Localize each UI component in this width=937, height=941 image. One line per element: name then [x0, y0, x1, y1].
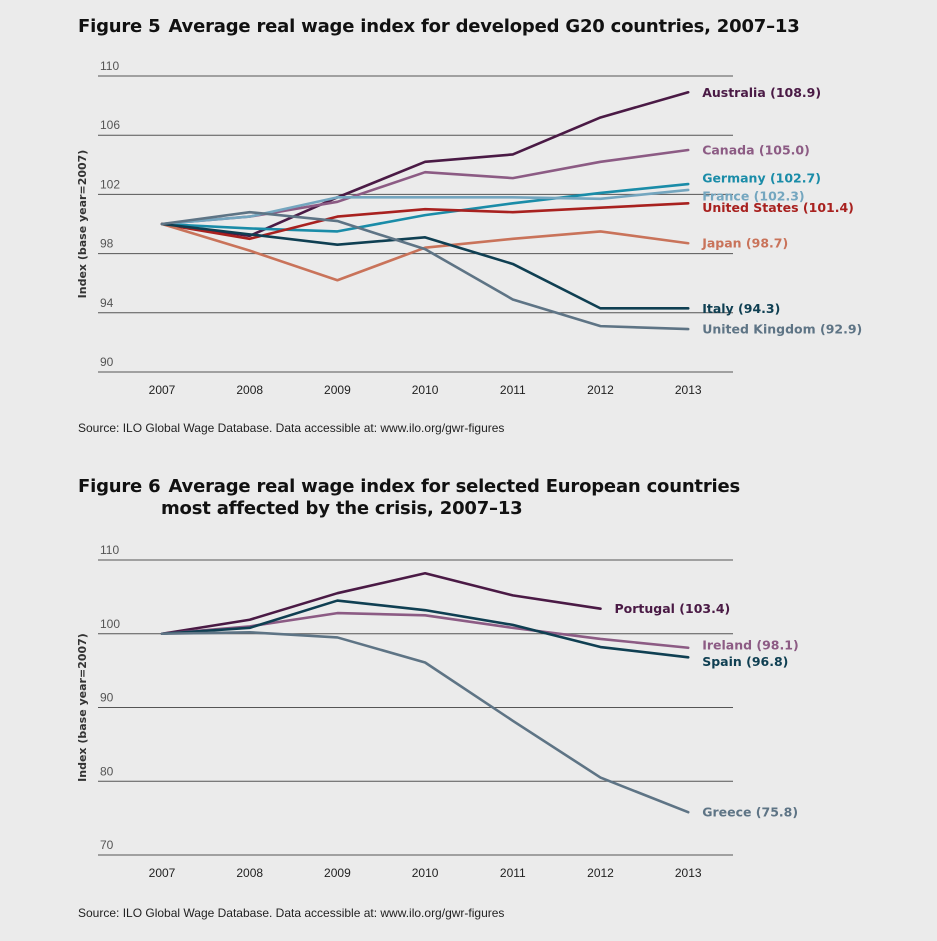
fig5-x-tick-2008: 2008 — [236, 383, 263, 397]
figure-5-chart: 90 94 98 102 106 110 Index (base year=2007) 200… — [76, 59, 862, 397]
fig6-x-tick-2013: 2013 — [675, 866, 702, 880]
fig5-x-tick-2009: 2009 — [324, 383, 351, 397]
fig6-x-tick-2007: 2007 — [149, 866, 176, 880]
fig5-series-label-france: France (102.3) — [702, 188, 804, 203]
fig5-series-label-germany: Germany (102.7) — [702, 171, 821, 186]
fig6-y-tick-110: 110 — [100, 543, 119, 557]
fig5-x-tick-2007: 2007 — [149, 383, 176, 397]
fig5-series-label-australia: Australia (108.9) — [702, 85, 821, 100]
fig5-y-axis-label: Index (base year=2007) — [76, 150, 89, 299]
fig5-y-tick-102: 102 — [100, 177, 120, 191]
figure-6-source: Source: ILO Global Wage Database. Data a… — [78, 906, 505, 920]
figure-6-number: Figure 6 — [78, 476, 161, 497]
fig5-y-tick-94: 94 — [100, 296, 114, 310]
fig5-series-line-italy — [160, 222, 690, 310]
fig5-series-line-australia — [160, 90, 690, 238]
fig5-x-tick-2013: 2013 — [675, 383, 702, 397]
fig5-x-tick-2011: 2011 — [500, 383, 526, 397]
fig6-y-tick-80: 80 — [100, 764, 114, 778]
fig6-x-tick-2011: 2011 — [500, 866, 526, 880]
fig6-series-line-greece — [160, 630, 690, 814]
fig5-series-label-japan: Japan (98.7) — [701, 236, 788, 251]
fig6-y-tick-100: 100 — [100, 617, 120, 631]
fig6-series-label-ireland: Ireland (98.1) — [702, 637, 798, 652]
fig5-series-label-canada: Canada (105.0) — [702, 143, 810, 158]
fig5-y-tick-106: 106 — [100, 118, 120, 132]
fig6-x-tick-2008: 2008 — [236, 866, 263, 880]
fig5-series-line-united-states — [160, 201, 690, 241]
figure-6-title: Figure 6 Average real wage index for sele… — [78, 476, 740, 520]
figure-5-title: Figure 5 Average real wage index for deve… — [78, 16, 800, 38]
figure-6-title-line2: most affected by the crisis, 2007–13 — [161, 498, 523, 519]
fig6-series-label-greece: Greece (75.8) — [702, 805, 798, 820]
figure-5-number: Figure 5 — [78, 16, 161, 37]
fig6-series-label-portugal: Portugal (103.4) — [615, 601, 731, 616]
fig6-x-tick-2010: 2010 — [412, 866, 439, 880]
fig5-y-tick-110: 110 — [100, 59, 119, 73]
figure-6-title-line1: Average real wage index for selected Eur… — [168, 476, 741, 497]
figure-5-source: Source: ILO Global Wage Database. Data a… — [78, 421, 505, 435]
fig5-series-label-united-kingdom: United Kingdom (92.9) — [702, 322, 862, 337]
fig5-series-label-united-states: United States (101.4) — [702, 200, 854, 215]
fig6-y-axis-label: Index (base year=2007) — [76, 633, 89, 782]
fig5-series-label-italy: Italy (94.3) — [702, 301, 780, 316]
fig5-series-line-france — [160, 188, 690, 226]
fig6-x-tick-2009: 2009 — [324, 866, 351, 880]
fig6-series-label-spain: Spain (96.8) — [702, 654, 788, 669]
figure-6-chart: 70 80 90 100 110 Index (base year=2007) 2007 20… — [76, 543, 799, 880]
fig5-x-tick-2010: 2010 — [412, 383, 439, 397]
figure-5-title-text: Average real wage index for developed G2… — [168, 16, 800, 37]
fig5-y-tick-90: 90 — [100, 355, 114, 369]
fig6-x-tick-2012: 2012 — [587, 866, 614, 880]
fig6-y-tick-70: 70 — [100, 838, 114, 852]
fig6-y-tick-90: 90 — [100, 691, 114, 705]
fig5-series-line-germany — [160, 182, 690, 233]
fig5-x-tick-2012: 2012 — [587, 383, 614, 397]
fig5-series-line-japan — [160, 222, 690, 282]
fig6-series-line-ireland — [160, 611, 690, 650]
fig6-series-line-portugal — [160, 571, 602, 636]
fig6-series-line-spain — [160, 599, 690, 659]
fig5-y-tick-98: 98 — [100, 237, 114, 251]
fig5-series-line-united-kingdom — [160, 210, 690, 331]
